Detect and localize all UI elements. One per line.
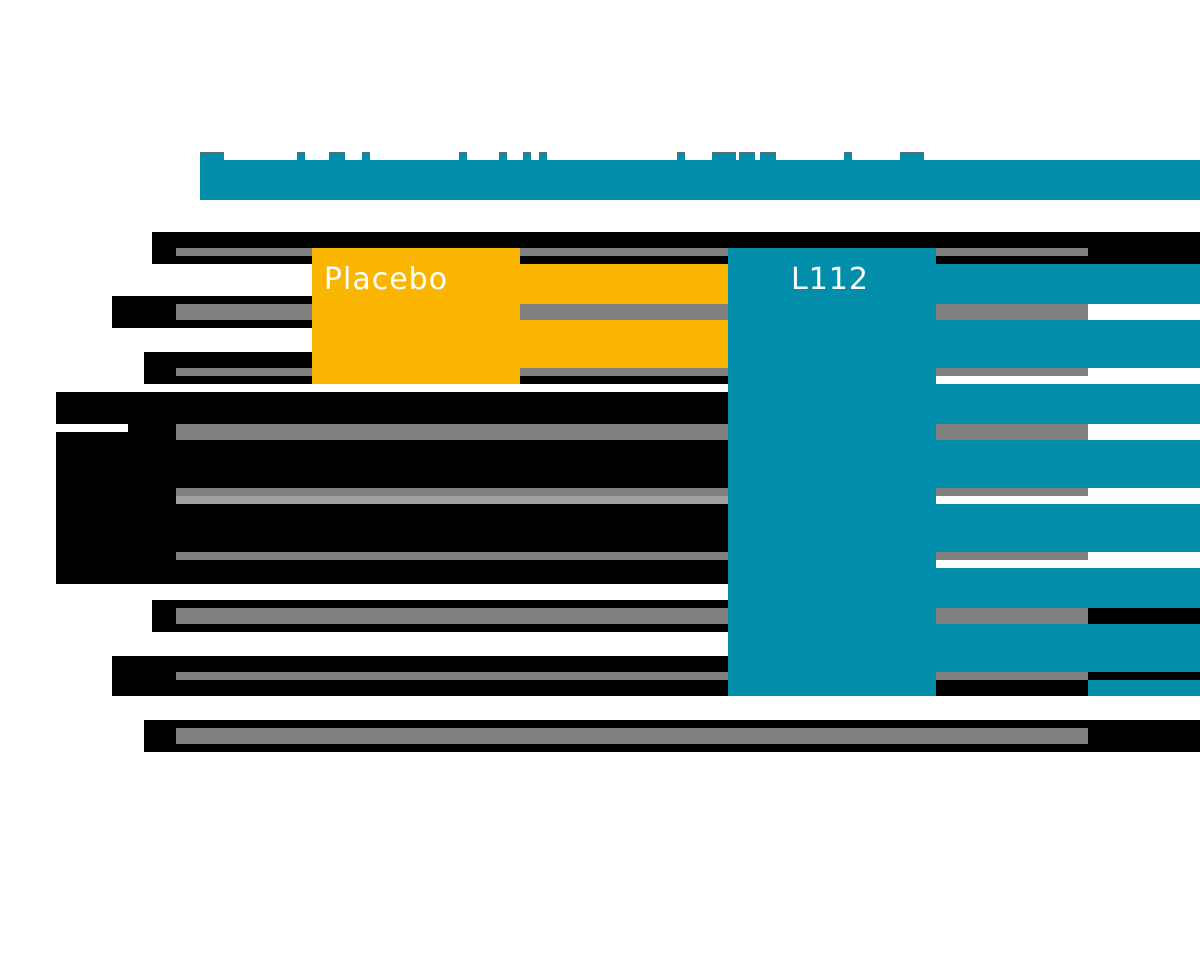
l112-bar-band bbox=[936, 504, 1200, 552]
gridline bbox=[176, 248, 1088, 256]
title-artifact bbox=[677, 152, 685, 160]
title-artifact bbox=[760, 152, 776, 160]
chart-title bbox=[200, 160, 1200, 200]
title-artifact bbox=[297, 152, 305, 160]
gridline bbox=[176, 728, 1088, 744]
occlusion-gap bbox=[56, 424, 128, 432]
l112-bar-band bbox=[936, 384, 1200, 424]
gridline bbox=[176, 368, 1088, 376]
placebo-bar-band bbox=[520, 264, 728, 304]
placebo-bar-band bbox=[520, 320, 728, 368]
gridline bbox=[176, 488, 1088, 496]
title-artifact bbox=[459, 152, 467, 160]
l112-bar-band bbox=[936, 264, 1200, 304]
l112-bar-band bbox=[936, 440, 1200, 488]
title-artifact bbox=[712, 152, 736, 160]
gridline bbox=[176, 424, 1088, 440]
l112-bar-band bbox=[936, 320, 1200, 368]
l112-bar bbox=[728, 248, 936, 696]
title-artifact bbox=[844, 152, 852, 160]
title-artifact bbox=[200, 152, 224, 160]
gridline bbox=[176, 552, 1088, 560]
placebo-label: Placebo bbox=[323, 262, 449, 297]
placebo-bar bbox=[312, 248, 520, 384]
gridline bbox=[176, 672, 1088, 680]
title-artifact bbox=[362, 152, 370, 160]
title-artifact bbox=[523, 152, 531, 160]
l112-bar-band bbox=[936, 624, 1200, 672]
gridline bbox=[176, 608, 1088, 624]
title-artifact bbox=[329, 152, 345, 160]
title-artifact bbox=[900, 152, 924, 160]
l112-bar-band bbox=[1088, 680, 1200, 696]
l112-label: L112 bbox=[791, 262, 869, 297]
title-artifact bbox=[539, 152, 547, 160]
title-artifact bbox=[739, 152, 755, 160]
title-artifact bbox=[499, 152, 507, 160]
gridline bbox=[176, 496, 728, 504]
chart-title-bar bbox=[200, 160, 1200, 200]
l112-bar-band bbox=[936, 568, 1200, 608]
